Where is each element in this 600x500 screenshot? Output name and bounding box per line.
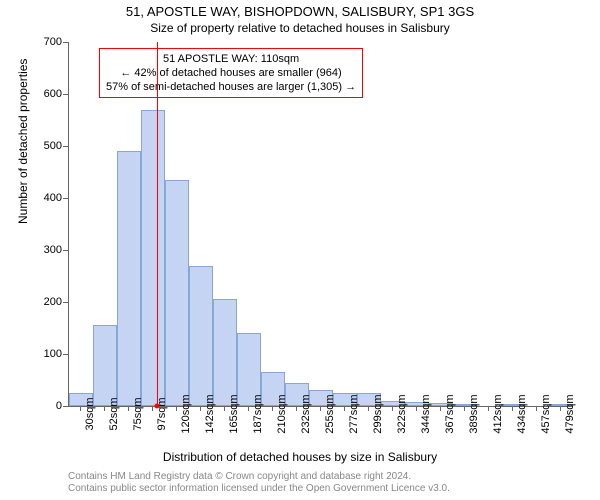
x-tick-mark: [152, 406, 153, 411]
bar: [141, 110, 165, 406]
x-tick-mark: [368, 406, 369, 411]
y-tick-mark: [63, 354, 68, 355]
x-tick-label: 344sqm: [420, 394, 432, 433]
bar: [117, 151, 141, 406]
y-tick-mark: [63, 146, 68, 147]
plot-area: 51 APOSTLE WAY: 110sqm ← 42% of detached…: [68, 42, 573, 407]
x-axis-label: Distribution of detached houses by size …: [0, 450, 600, 464]
y-tick-mark: [63, 250, 68, 251]
info-line1: 51 APOSTLE WAY: 110sqm: [106, 52, 356, 66]
info-line2: ← 42% of detached houses are smaller (96…: [106, 66, 356, 80]
x-tick-label: 367sqm: [444, 394, 456, 433]
x-tick-mark: [560, 406, 561, 411]
x-tick-label: 434sqm: [516, 394, 528, 433]
y-tick-label: 700: [44, 36, 62, 48]
info-line3: 57% of semi-detached houses are larger (…: [106, 80, 356, 94]
x-tick-mark: [320, 406, 321, 411]
bar: [213, 299, 237, 406]
bar: [93, 325, 117, 406]
x-tick-label: 412sqm: [492, 394, 504, 433]
x-tick-label: 210sqm: [276, 394, 288, 433]
y-tick-label: 200: [44, 296, 62, 308]
x-tick-mark: [536, 406, 537, 411]
y-tick-label: 400: [44, 192, 62, 204]
attribution-2: Contains public sector information licen…: [68, 483, 572, 495]
x-tick-label: 120sqm: [180, 394, 192, 433]
x-tick-label: 299sqm: [372, 394, 384, 433]
x-tick-mark: [440, 406, 441, 411]
x-tick-mark: [104, 406, 105, 411]
bar: [165, 180, 189, 406]
x-tick-label: 479sqm: [564, 394, 576, 433]
x-tick-label: 187sqm: [252, 394, 264, 433]
x-tick-mark: [416, 406, 417, 411]
x-tick-mark: [296, 406, 297, 411]
x-tick-mark: [464, 406, 465, 411]
x-tick-label: 277sqm: [348, 394, 360, 433]
x-tick-mark: [224, 406, 225, 411]
y-tick-mark: [63, 302, 68, 303]
attribution-1: Contains HM Land Registry data © Crown c…: [68, 471, 572, 483]
y-tick-label: 300: [44, 244, 62, 256]
x-tick-label: 75sqm: [132, 397, 144, 430]
chart-title: 51, APOSTLE WAY, BISHOPDOWN, SALISBURY, …: [0, 4, 600, 19]
x-tick-label: 457sqm: [540, 394, 552, 433]
x-tick-mark: [512, 406, 513, 411]
x-tick-mark: [248, 406, 249, 411]
x-tick-mark: [80, 406, 81, 411]
y-tick-mark: [63, 42, 68, 43]
y-tick-mark: [63, 94, 68, 95]
x-tick-mark: [392, 406, 393, 411]
x-tick-label: 255sqm: [324, 394, 336, 433]
y-tick-label: 500: [44, 140, 62, 152]
x-tick-label: 322sqm: [396, 394, 408, 433]
y-tick-mark: [63, 198, 68, 199]
y-tick-mark: [63, 406, 68, 407]
x-tick-label: 142sqm: [204, 394, 216, 433]
y-tick-label: 0: [56, 400, 62, 412]
x-tick-label: 389sqm: [468, 394, 480, 433]
x-tick-label: 97sqm: [156, 397, 168, 430]
chart-container: { "title_line1": "51, APOSTLE WAY, BISHO…: [0, 0, 600, 500]
y-axis-label: Number of detached properties: [16, 59, 30, 224]
y-tick-label: 600: [44, 88, 62, 100]
x-tick-mark: [200, 406, 201, 411]
y-tick-label: 100: [44, 348, 62, 360]
x-tick-mark: [176, 406, 177, 411]
marker-line: [157, 42, 158, 406]
info-box: 51 APOSTLE WAY: 110sqm ← 42% of detached…: [99, 48, 363, 98]
x-tick-mark: [344, 406, 345, 411]
x-tick-label: 165sqm: [228, 394, 240, 433]
bar: [189, 266, 213, 406]
x-tick-label: 232sqm: [300, 394, 312, 433]
chart-subtitle: Size of property relative to detached ho…: [0, 21, 600, 35]
x-tick-label: 30sqm: [84, 397, 96, 430]
x-tick-mark: [272, 406, 273, 411]
x-tick-label: 52sqm: [108, 397, 120, 430]
x-tick-mark: [128, 406, 129, 411]
x-tick-mark: [488, 406, 489, 411]
